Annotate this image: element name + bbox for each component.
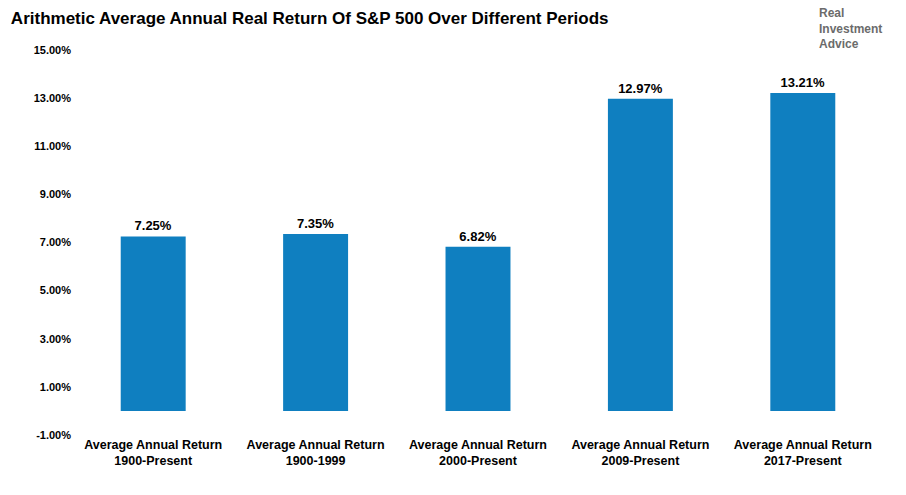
svg-text:7.00%: 7.00% bbox=[40, 236, 71, 248]
svg-text:9.00%: 9.00% bbox=[40, 188, 71, 200]
svg-text:13.00%: 13.00% bbox=[34, 92, 72, 104]
svg-text:Average Annual Return1900-1999: Average Annual Return1900-1999 bbox=[247, 438, 385, 468]
svg-text:5.00%: 5.00% bbox=[40, 284, 71, 296]
svg-text:Arithmetic Average Annual Real: Arithmetic Average Annual Real Return Of… bbox=[11, 9, 609, 28]
svg-text:11.00%: 11.00% bbox=[34, 140, 71, 152]
svg-text:1.00%: 1.00% bbox=[40, 381, 71, 393]
svg-text:6.82%: 6.82% bbox=[459, 229, 496, 244]
svg-text:7.35%: 7.35% bbox=[297, 216, 334, 231]
svg-text:Average Annual Return2009-Pres: Average Annual Return2009-Present bbox=[571, 438, 709, 468]
svg-text:13.21%: 13.21% bbox=[781, 75, 826, 90]
svg-text:3.00%: 3.00% bbox=[40, 333, 71, 345]
svg-text:7.25%: 7.25% bbox=[135, 218, 172, 233]
svg-text:15.00%: 15.00% bbox=[34, 44, 72, 56]
svg-text:Average Annual Return2000-Pres: Average Annual Return2000-Present bbox=[409, 438, 547, 468]
svg-text:12.97%: 12.97% bbox=[618, 81, 663, 96]
svg-text:Average Annual Return1900-Pres: Average Annual Return1900-Present bbox=[84, 438, 222, 468]
svg-text:RealInvestmentAdvice: RealInvestmentAdvice bbox=[819, 6, 882, 51]
svg-text:Average Annual Return2017-Pres: Average Annual Return2017-Present bbox=[734, 438, 872, 468]
svg-text:-1.00%: -1.00% bbox=[36, 429, 71, 441]
